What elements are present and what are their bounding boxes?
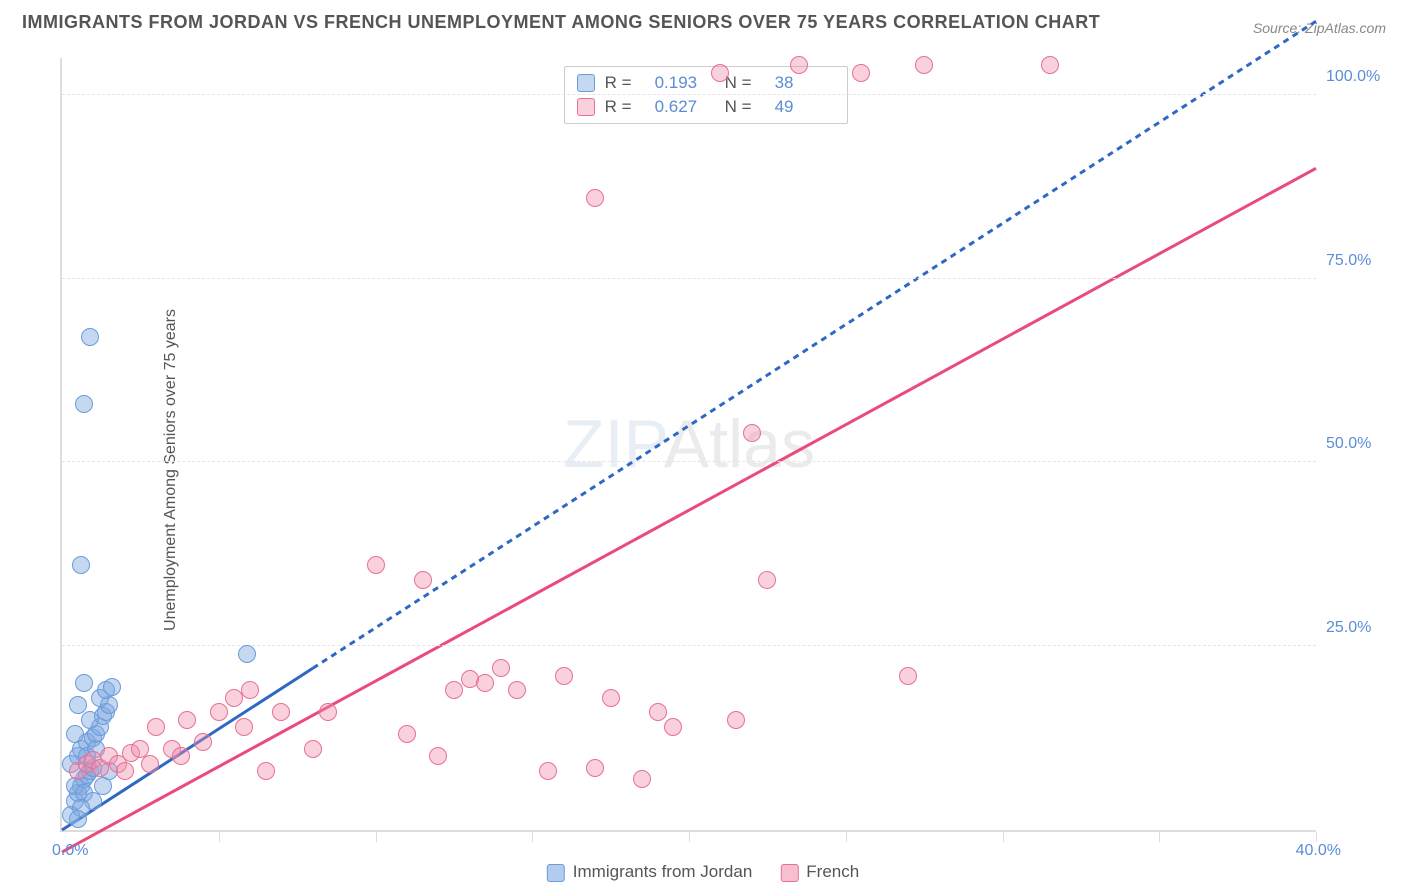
data-point (116, 762, 134, 780)
data-point (899, 667, 917, 685)
data-point (304, 740, 322, 758)
x-tick (376, 832, 377, 842)
x-tick (532, 832, 533, 842)
y-tick-label: 50.0% (1326, 435, 1386, 453)
y-tick-label: 25.0% (1326, 619, 1386, 637)
data-point (915, 56, 933, 74)
series-legend: Immigrants from Jordan French (547, 862, 859, 882)
data-point (238, 645, 256, 663)
data-point (445, 681, 463, 699)
data-point (711, 64, 729, 82)
chart-container: Unemployment Among Seniors over 75 years… (0, 48, 1406, 892)
x-tick (846, 832, 847, 842)
data-point (75, 395, 93, 413)
data-point (476, 674, 494, 692)
legend-label-french: French (806, 862, 859, 881)
gridline (62, 94, 1316, 95)
data-point (492, 659, 510, 677)
trend-lines-layer (62, 58, 1316, 830)
data-point (69, 810, 87, 828)
gridline (62, 278, 1316, 279)
x-tick (1003, 832, 1004, 842)
data-point (758, 571, 776, 589)
data-point (1041, 56, 1059, 74)
data-point (319, 703, 337, 721)
legend-item-jordan: Immigrants from Jordan (547, 862, 753, 882)
data-point (414, 571, 432, 589)
data-point (743, 424, 761, 442)
legend-item-french: French (780, 862, 859, 882)
data-point (257, 762, 275, 780)
x-axis-max-label: 40.0% (1296, 842, 1341, 860)
data-point (66, 725, 84, 743)
data-point (852, 64, 870, 82)
y-tick-label: 100.0% (1326, 68, 1386, 86)
data-point (649, 703, 667, 721)
source-attribution: Source: ZipAtlas.com (1253, 20, 1386, 36)
x-tick (1159, 832, 1160, 842)
data-point (790, 56, 808, 74)
data-point (602, 689, 620, 707)
trend-line (313, 21, 1316, 668)
data-point (398, 725, 416, 743)
data-point (172, 747, 190, 765)
data-point (241, 681, 259, 699)
x-axis-origin-label: 0.0% (52, 842, 88, 860)
plot-area: ZIPAtlas R = 0.193 N = 38 R = 0.627 N = … (60, 58, 1316, 832)
data-point (429, 747, 447, 765)
chart-title: IMMIGRANTS FROM JORDAN VS FRENCH UNEMPLO… (22, 12, 1100, 33)
data-point (194, 733, 212, 751)
data-point (72, 556, 90, 574)
legend-label-jordan: Immigrants from Jordan (573, 862, 753, 881)
data-point (367, 556, 385, 574)
data-point (235, 718, 253, 736)
data-point (272, 703, 290, 721)
gridline (62, 461, 1316, 462)
y-tick-label: 75.0% (1326, 252, 1386, 270)
data-point (508, 681, 526, 699)
data-point (75, 674, 93, 692)
data-point (178, 711, 196, 729)
data-point (555, 667, 573, 685)
data-point (147, 718, 165, 736)
data-point (69, 696, 87, 714)
data-point (633, 770, 651, 788)
x-tick (1316, 832, 1317, 842)
data-point (141, 755, 159, 773)
swatch-jordan-icon (547, 864, 565, 882)
data-point (727, 711, 745, 729)
data-point (586, 759, 604, 777)
trend-line (62, 168, 1316, 852)
data-point (81, 328, 99, 346)
x-tick (219, 832, 220, 842)
data-point (539, 762, 557, 780)
x-tick (689, 832, 690, 842)
data-point (210, 703, 228, 721)
data-point (586, 189, 604, 207)
data-point (103, 678, 121, 696)
data-point (664, 718, 682, 736)
swatch-french-icon (780, 864, 798, 882)
